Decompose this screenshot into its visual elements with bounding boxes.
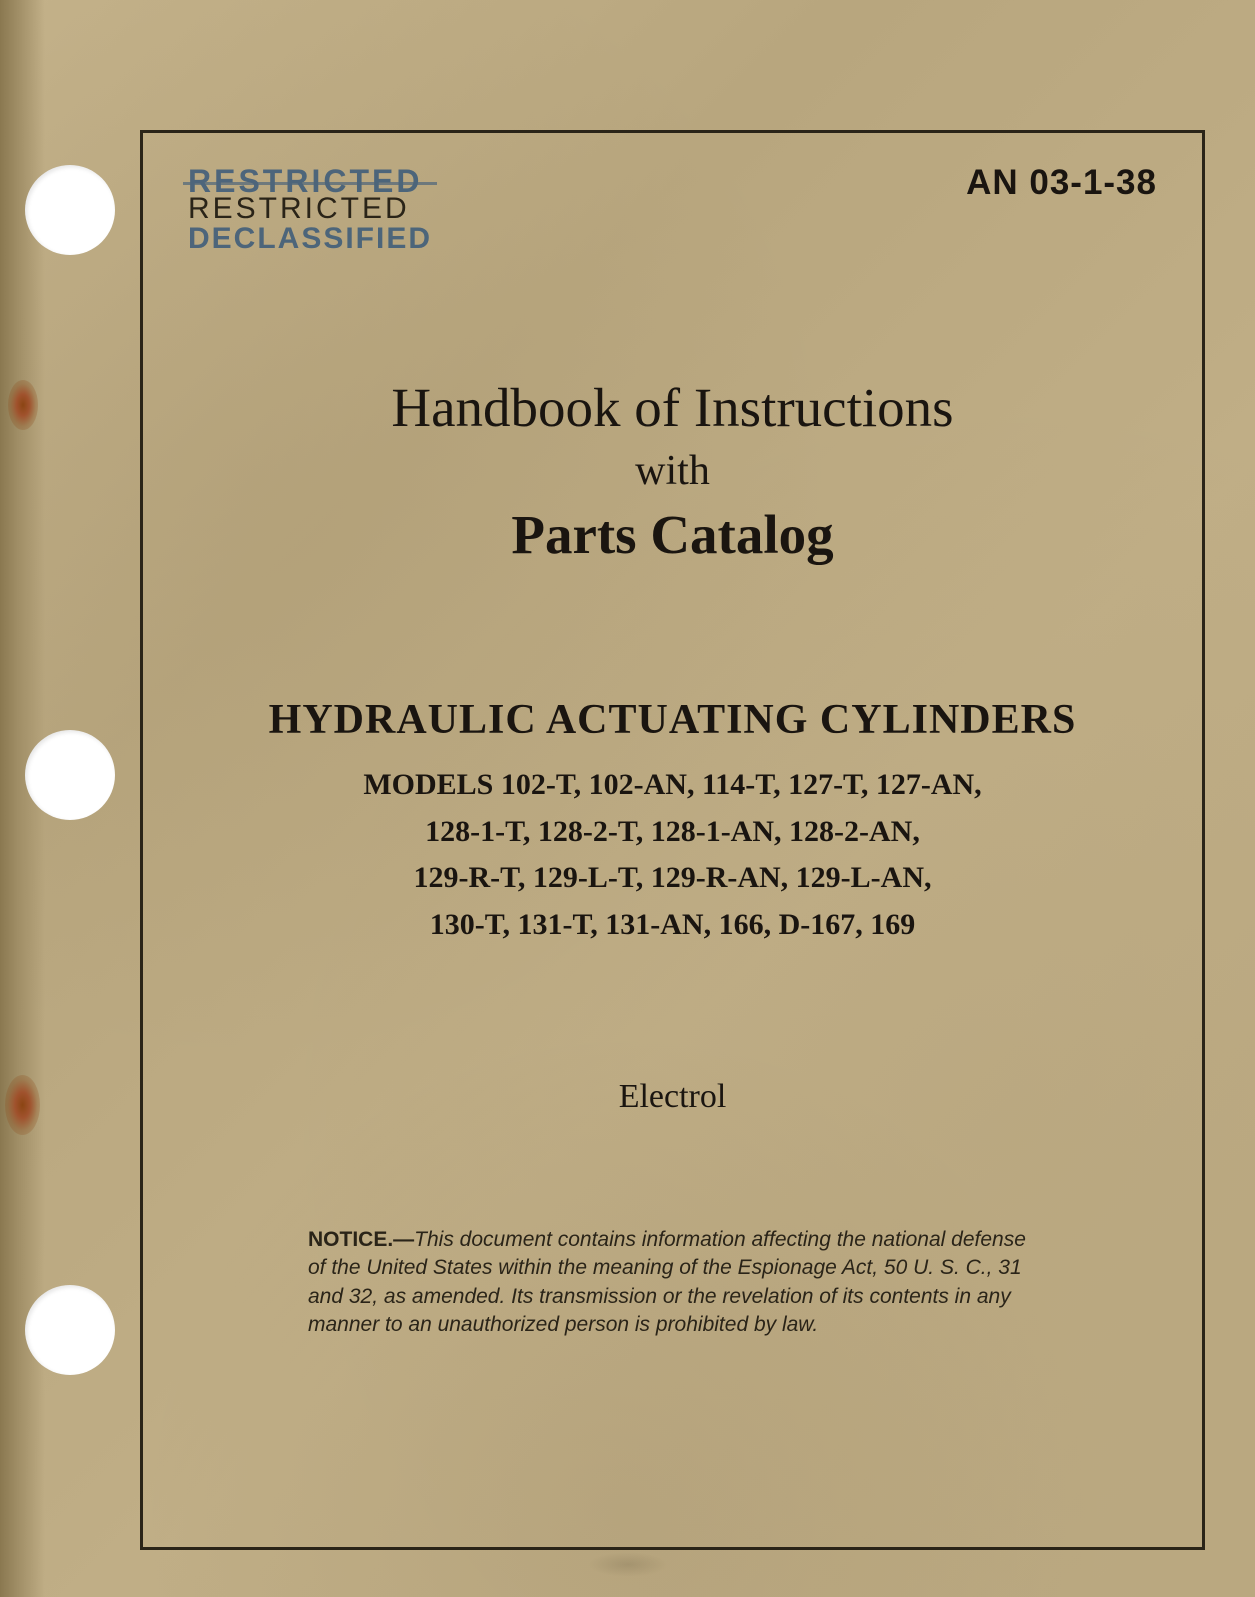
stamp-declassified: DECLASSIFIED (188, 222, 432, 256)
hole-punch (25, 165, 115, 255)
models-list: MODELS 102-T, 102-AN, 114-T, 127-T, 127-… (188, 762, 1157, 948)
title-section: Handbook of Instructions with Parts Cata… (188, 376, 1157, 566)
header-row: RESTRICTED RESTRICTED DECLASSIFIED AN 03… (188, 163, 1157, 256)
models-row-1: 102-T, 102-AN, 114-T, 127-T, 127-AN, (501, 768, 982, 801)
rust-stain (8, 380, 38, 430)
models-prefix: MODELS (363, 768, 501, 801)
document-page: RESTRICTED RESTRICTED DECLASSIFIED AN 03… (0, 0, 1255, 1597)
subject-section: HYDRAULIC ACTUATING CYLINDERS MODELS 102… (188, 696, 1157, 948)
hole-punch (25, 1285, 115, 1375)
models-row-4: 130-T, 131-T, 131-AN, 166, D-167, 169 (430, 908, 916, 941)
notice-body: This document contains information affec… (308, 1228, 1026, 1336)
title-line-3: Parts Catalog (188, 503, 1157, 566)
title-line-1: Handbook of Instructions (188, 376, 1157, 439)
smudge-mark (588, 1552, 668, 1577)
document-number: AN 03-1-38 (966, 163, 1157, 203)
models-row-2: 128-1-T, 128-2-T, 128-1-AN, 128-2-AN, (425, 815, 920, 848)
title-line-2: with (188, 447, 1157, 495)
content-frame: RESTRICTED RESTRICTED DECLASSIFIED AN 03… (140, 130, 1205, 1550)
models-row-3: 129-R-T, 129-L-T, 129-R-AN, 129-L-AN, (414, 861, 932, 894)
stamp-restricted-strikethrough: RESTRICTED (188, 163, 432, 200)
notice-block: NOTICE.—This document contains informati… (188, 1226, 1157, 1339)
hole-punch (25, 730, 115, 820)
notice-label: NOTICE.— (308, 1228, 414, 1251)
subject-heading: HYDRAULIC ACTUATING CYLINDERS (188, 696, 1157, 744)
rust-stain (5, 1075, 40, 1135)
manufacturer-name: Electrol (188, 1078, 1157, 1116)
classification-block: RESTRICTED RESTRICTED DECLASSIFIED (188, 163, 432, 256)
